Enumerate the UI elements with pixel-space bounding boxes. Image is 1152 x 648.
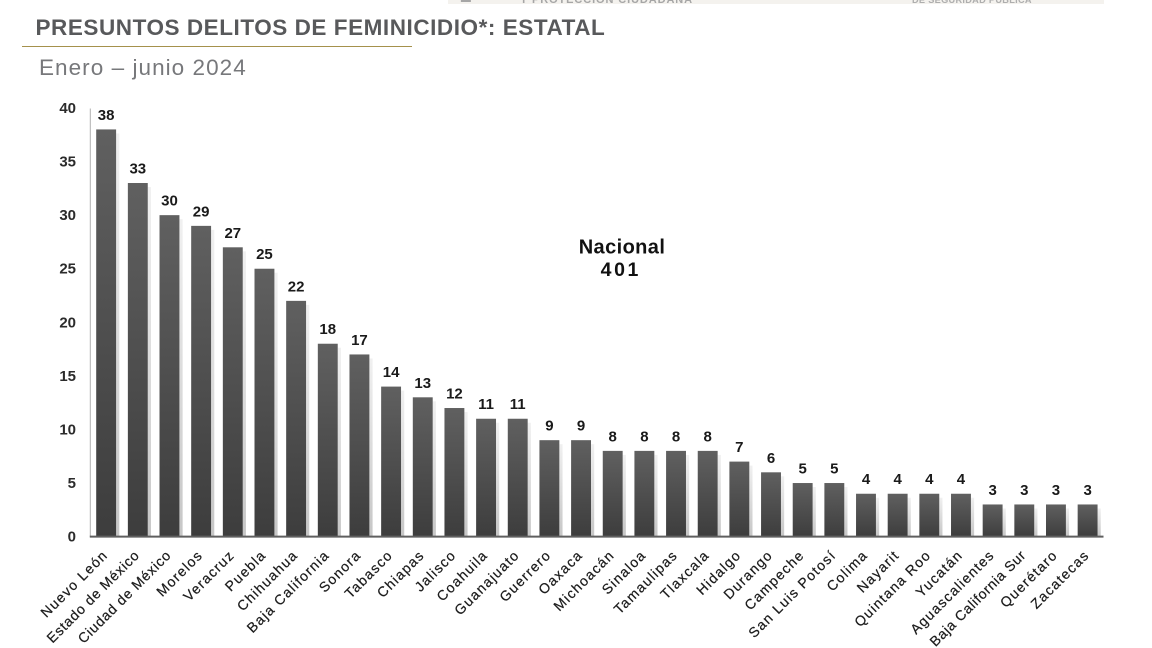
svg-text:35: 35	[59, 154, 76, 171]
svg-text:8: 8	[609, 428, 617, 445]
svg-text:40: 40	[59, 100, 76, 117]
svg-text:7: 7	[735, 439, 743, 456]
svg-text:5: 5	[830, 461, 838, 478]
svg-text:18: 18	[319, 321, 336, 338]
svg-text:4: 4	[957, 471, 966, 488]
svg-text:10: 10	[59, 421, 76, 438]
svg-text:25: 25	[59, 261, 76, 278]
svg-text:4: 4	[862, 471, 871, 488]
svg-text:4: 4	[893, 471, 902, 488]
svg-text:30: 30	[161, 193, 178, 210]
svg-text:11: 11	[478, 396, 494, 413]
svg-text:3: 3	[1083, 482, 1091, 499]
svg-text:9: 9	[577, 418, 585, 435]
svg-text:14: 14	[383, 364, 400, 381]
svg-text:25: 25	[256, 246, 273, 263]
svg-text:33: 33	[129, 161, 146, 178]
svg-text:Nacional: Nacional	[579, 237, 666, 259]
svg-text:5: 5	[798, 461, 806, 478]
svg-text:5: 5	[68, 475, 76, 492]
svg-text:30: 30	[59, 207, 76, 224]
svg-text:20: 20	[59, 314, 76, 331]
svg-text:12: 12	[446, 386, 463, 403]
svg-text:8: 8	[704, 428, 712, 445]
svg-text:9: 9	[545, 418, 553, 435]
svg-text:27: 27	[224, 225, 241, 242]
svg-text:3: 3	[988, 482, 996, 499]
svg-text:3: 3	[1020, 482, 1028, 499]
svg-text:3: 3	[1052, 482, 1060, 499]
svg-text:8: 8	[672, 428, 680, 445]
svg-text:401: 401	[601, 259, 641, 281]
svg-text:38: 38	[98, 107, 115, 124]
svg-text:29: 29	[193, 203, 210, 220]
svg-text:13: 13	[414, 375, 431, 392]
svg-text:11: 11	[510, 396, 526, 413]
svg-text:17: 17	[351, 332, 368, 349]
svg-text:4: 4	[925, 471, 934, 488]
svg-text:15: 15	[59, 368, 76, 385]
svg-text:0: 0	[68, 529, 76, 546]
svg-text:22: 22	[288, 278, 305, 295]
svg-text:6: 6	[767, 450, 775, 467]
svg-text:8: 8	[640, 428, 648, 445]
